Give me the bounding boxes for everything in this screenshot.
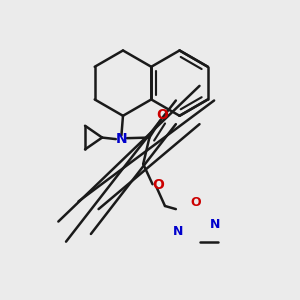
Text: O: O <box>156 109 168 122</box>
Text: N: N <box>210 218 220 230</box>
Text: N: N <box>172 225 183 238</box>
Text: N: N <box>116 132 127 146</box>
Text: O: O <box>190 196 201 209</box>
Text: O: O <box>152 178 164 192</box>
